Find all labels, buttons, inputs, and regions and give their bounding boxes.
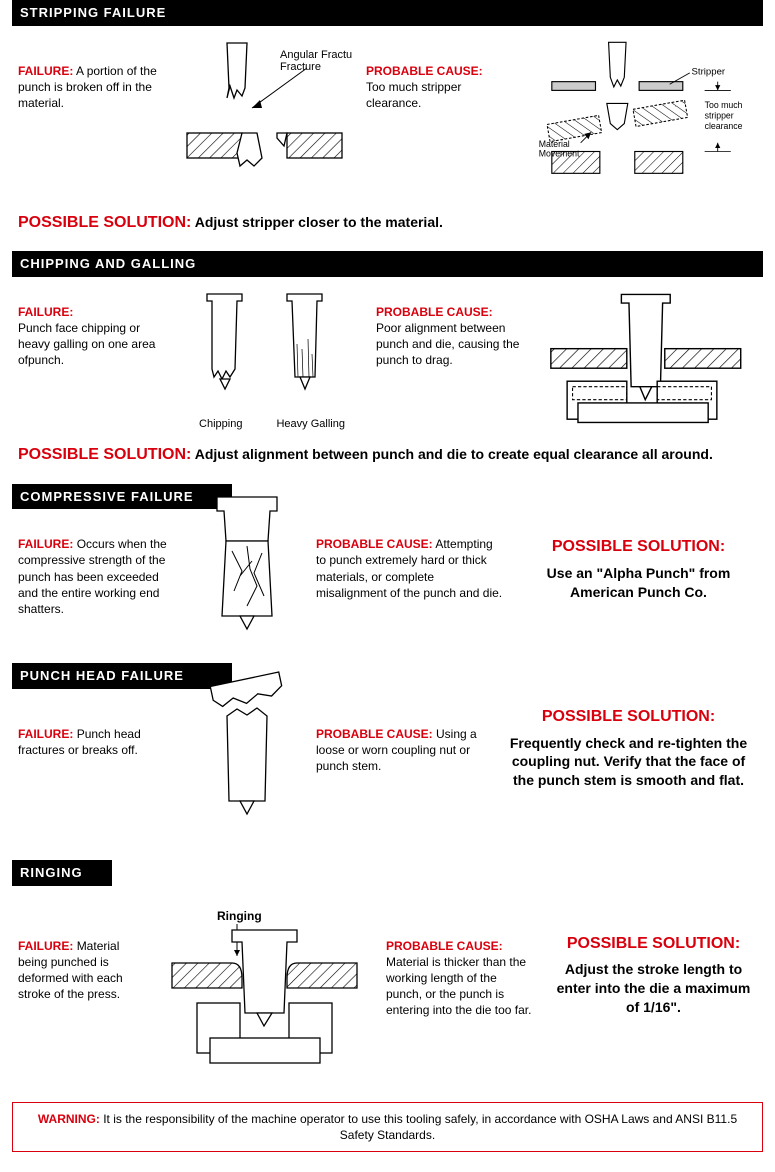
failure-label: FAILURE: bbox=[18, 537, 73, 551]
ann-angular-fracture: Angular Fracture bbox=[280, 49, 352, 61]
caption-galling: Heavy Galling bbox=[276, 417, 344, 432]
alignment-diagram bbox=[540, 289, 757, 430]
solution-block: POSSIBLE SOLUTION: Adjust the stroke len… bbox=[550, 908, 757, 1017]
caption-chipping: Chipping bbox=[199, 417, 242, 432]
diagram-punchhead bbox=[192, 671, 302, 830]
svg-text:clearance: clearance bbox=[705, 120, 743, 130]
solution-text: Adjust alignment between punch and die t… bbox=[195, 446, 713, 462]
failure-label: FAILURE: bbox=[18, 64, 73, 78]
cause-block: PROBABLE CAUSE: Poor alignment between p… bbox=[376, 289, 526, 434]
section-punchhead: PUNCH HEAD FAILURE FAILURE: Punch head f… bbox=[12, 663, 763, 830]
diagram-misalign bbox=[540, 289, 757, 434]
cause-label: PROBABLE CAUSE: bbox=[316, 537, 433, 551]
compressive-diagram bbox=[192, 491, 302, 641]
failure-block: FAILURE: Material being punched is defor… bbox=[18, 908, 148, 1003]
solution-label: POSSIBLE SOLUTION: bbox=[550, 933, 757, 955]
cause-block: PROBABLE CAUSE: Using a loose or worn co… bbox=[316, 701, 486, 775]
warning-label: WARNING: bbox=[38, 1112, 100, 1126]
section-header: RINGING bbox=[12, 860, 112, 886]
failure-block: FAILURE: Occurs when the compressive str… bbox=[18, 521, 178, 617]
svg-text:Movement: Movement bbox=[539, 148, 580, 158]
ann-ringing: Ringing bbox=[217, 909, 262, 923]
solution-label: POSSIBLE SOLUTION: bbox=[18, 446, 191, 463]
section-ringing: RINGING FAILURE: Material being punched … bbox=[12, 860, 763, 1082]
cause-label: PROBABLE CAUSE: bbox=[386, 939, 503, 953]
section-header: CHIPPING AND GALLING bbox=[12, 251, 763, 277]
solution-row: POSSIBLE SOLUTION: Adjust stripper close… bbox=[12, 212, 763, 234]
failure-block: FAILURE: Punch face chipping or heavy ga… bbox=[18, 289, 168, 434]
warning-text: It is the responsibility of the machine … bbox=[103, 1112, 737, 1142]
failure-label: FAILURE: bbox=[18, 939, 73, 953]
diagram-right: Stripper Material Movement Too much stri… bbox=[530, 38, 757, 202]
stripping-diagram-1: Angular Fracture Fracture bbox=[182, 38, 352, 198]
solution-text: Frequently check and re-tighten the coup… bbox=[510, 735, 747, 789]
section-compressive: COMPRESSIVE FAILURE FAILURE: Occurs when… bbox=[12, 484, 763, 646]
section-chipping: CHIPPING AND GALLING FAILURE: Punch face… bbox=[12, 251, 763, 465]
section-stripping: STRIPPING FAILURE FAILURE: A portion of … bbox=[12, 0, 763, 233]
solution-row: POSSIBLE SOLUTION: Adjust alignment betw… bbox=[12, 444, 763, 466]
diagram-ringing: Ringing bbox=[162, 908, 372, 1082]
cause-label: PROBABLE CAUSE: bbox=[316, 727, 433, 741]
cause-text: Material is thicker than the working len… bbox=[386, 955, 531, 1018]
failure-block: FAILURE: Punch head fractures or breaks … bbox=[18, 701, 178, 758]
ann-clearance: Too much bbox=[705, 99, 743, 109]
failure-block: FAILURE: A portion of the punch is broke… bbox=[18, 38, 168, 202]
ringing-diagram: Ringing bbox=[162, 908, 372, 1078]
diagram-left: Angular Fracture Fracture bbox=[182, 38, 352, 202]
svg-text:Fracture: Fracture bbox=[280, 61, 321, 73]
ann-material: Material bbox=[539, 139, 570, 149]
failure-text: Punch face chipping or heavy galling on … bbox=[18, 321, 155, 367]
solution-block: POSSIBLE SOLUTION: Use an "Alpha Punch" … bbox=[520, 521, 757, 601]
solution-label: POSSIBLE SOLUTION: bbox=[18, 214, 191, 231]
cause-block: PROBABLE CAUSE: Material is thicker than… bbox=[386, 908, 536, 1019]
chipping-diagram bbox=[182, 289, 362, 409]
solution-label: POSSIBLE SOLUTION: bbox=[500, 706, 757, 728]
cause-text: Too much stripper clearance. bbox=[366, 80, 461, 110]
cause-block: PROBABLE CAUSE: Too much stripper cleara… bbox=[366, 38, 516, 202]
solution-label: POSSIBLE SOLUTION: bbox=[520, 536, 757, 558]
failure-label: FAILURE: bbox=[18, 727, 73, 741]
ann-stripper: Stripper bbox=[692, 66, 726, 77]
svg-text:stripper: stripper bbox=[705, 110, 734, 120]
diagram-punches: Chipping Heavy Galling bbox=[182, 289, 362, 434]
solution-block: POSSIBLE SOLUTION: Frequently check and … bbox=[500, 701, 757, 790]
cause-label: PROBABLE CAUSE: bbox=[366, 64, 483, 78]
solution-text: Use an "Alpha Punch" from American Punch… bbox=[547, 565, 731, 600]
cause-label: PROBABLE CAUSE: bbox=[376, 305, 493, 319]
cause-text: Poor alignment between punch and die, ca… bbox=[376, 321, 519, 367]
section-header: STRIPPING FAILURE bbox=[12, 0, 763, 26]
failure-label: FAILURE: bbox=[18, 305, 73, 319]
solution-text: Adjust stripper closer to the material. bbox=[195, 214, 443, 230]
cause-block: PROBABLE CAUSE: Attempting to punch extr… bbox=[316, 521, 506, 601]
solution-text: Adjust the stroke length to enter into t… bbox=[557, 961, 751, 1015]
punchhead-diagram bbox=[192, 671, 302, 826]
warning-box: WARNING: It is the responsibility of the… bbox=[12, 1102, 763, 1152]
stripping-diagram-2: Stripper Material Movement Too much stri… bbox=[530, 38, 757, 186]
diagram-compressive bbox=[192, 491, 302, 645]
